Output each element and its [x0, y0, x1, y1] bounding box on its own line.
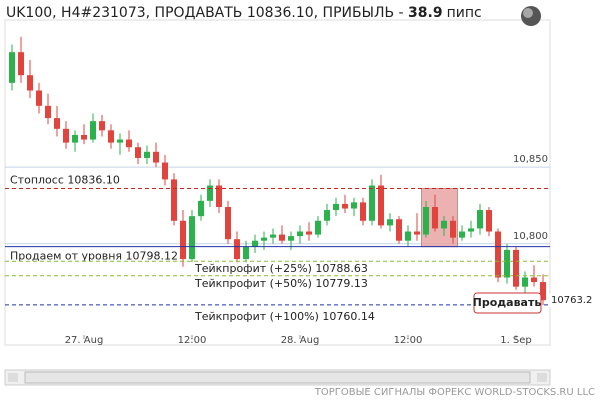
candle-body — [225, 206, 231, 240]
level-label: Стоплосс 10836.10 — [10, 173, 120, 186]
candle-body — [315, 220, 321, 235]
footer: ТОРГОВЫЕ СИГНАЛЫ ФОРЕКС WORLD-STOCKS.RU … — [314, 387, 595, 398]
candle-body — [513, 249, 519, 287]
candle-body — [522, 277, 528, 287]
level-label: Тейкпрофит (+25%) 10788.63 — [194, 262, 368, 275]
candle-body — [288, 236, 294, 241]
globe-icon[interactable] — [521, 6, 541, 26]
candle-body — [477, 210, 483, 229]
candle-body — [252, 240, 258, 247]
candle-body — [99, 121, 105, 131]
x-tick-label: 12:00 — [394, 335, 423, 346]
x-tick-label: 1. Sep — [500, 335, 532, 346]
candle-body — [459, 231, 465, 238]
candle-body — [108, 130, 114, 143]
candle-body — [243, 246, 249, 260]
plot: 10,850 10,800 27. Aug 12:00 28. Aug 12:00 1. S… — [4, 19, 551, 346]
sell-button[interactable]: Продавать — [473, 292, 542, 314]
candle-body — [171, 179, 177, 221]
candle-body — [135, 147, 141, 158]
candle-body — [432, 206, 438, 229]
last-price-box — [549, 293, 600, 308]
candle-body — [261, 237, 267, 241]
candle-body — [270, 234, 276, 238]
candle-body — [504, 249, 510, 278]
level-label: Тейкпрофит (+100%) 10760.14 — [194, 310, 375, 323]
candle-body — [405, 231, 411, 241]
candle-body — [45, 105, 51, 119]
profit: 38.9 — [408, 5, 443, 21]
title-text: UK100, H4#231073, ПРОДАВАТЬ 10836.10, ПР… — [6, 5, 408, 21]
x-tick-label: 28. Aug — [281, 335, 320, 346]
scrollbar[interactable] — [4, 369, 551, 386]
title: UK100, H4#231073, ПРОДАВАТЬ 10836.10, ПР… — [6, 5, 482, 21]
profit-unit: пипс — [447, 5, 482, 21]
level-label-bg — [193, 262, 369, 276]
candle-body — [36, 90, 42, 106]
candle-body — [144, 151, 150, 158]
y-tick-label: 10,850 — [513, 154, 548, 165]
candle-body — [423, 206, 429, 235]
candle-body — [387, 219, 393, 226]
candle-body — [414, 231, 420, 235]
candle-body — [81, 134, 87, 140]
y-tick-label: 10,800 — [513, 231, 548, 242]
candle-body — [486, 210, 492, 232]
candle-body — [324, 210, 330, 221]
candle-body — [450, 220, 456, 238]
candle-body — [495, 231, 501, 278]
candle-body — [360, 202, 366, 221]
candle-body — [531, 277, 537, 283]
candle-body — [126, 139, 132, 148]
x-tick-label: 27. Aug — [65, 335, 104, 346]
candle-body — [198, 200, 204, 217]
candle-body — [333, 203, 339, 211]
level-label-bg — [193, 276, 369, 290]
candle-body — [162, 162, 168, 180]
x-tick-label: 12:00 — [178, 335, 207, 346]
candle-body — [306, 231, 312, 235]
candle-body — [9, 52, 15, 83]
candle-body — [378, 185, 384, 226]
last-price-label: 10763.2 — [551, 295, 592, 306]
candle-body — [279, 234, 285, 241]
candle-body — [207, 185, 213, 201]
candle-body — [441, 220, 447, 229]
candle-body — [351, 202, 357, 209]
candle-body — [153, 151, 159, 163]
candle-body — [369, 185, 375, 221]
sell-button-bg — [473, 292, 542, 314]
candle-body — [234, 239, 240, 260]
candle-body — [72, 134, 78, 143]
level-label: Продаем от уровня 10798.12 — [10, 250, 178, 263]
candle-body — [342, 203, 348, 209]
candle-body — [117, 139, 123, 143]
candle-body — [90, 121, 96, 140]
level-label-bg — [9, 173, 121, 187]
sell-button-label: Продавать — [473, 296, 542, 309]
level-label-bg — [9, 249, 180, 263]
level-label-bg — [193, 309, 376, 323]
candle-body — [540, 282, 546, 301]
candle-body — [18, 52, 24, 76]
candle-body — [189, 216, 195, 260]
level-label: Тейкпрофит (+50%) 10779.13 — [194, 277, 368, 290]
candle-body — [396, 219, 402, 241]
candle-body — [180, 220, 186, 260]
candle-body — [63, 128, 69, 143]
candle-body — [216, 185, 222, 207]
candle-body — [54, 118, 60, 129]
candle-body — [297, 231, 303, 237]
candle-body — [468, 228, 474, 232]
candle-body — [27, 75, 33, 91]
